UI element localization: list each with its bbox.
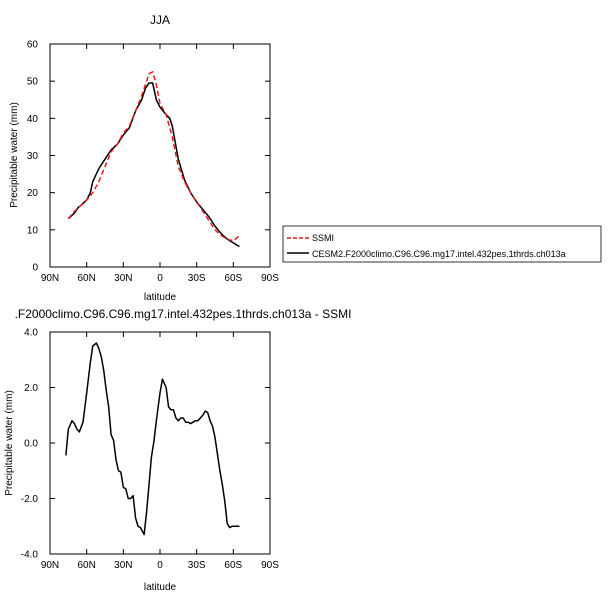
bottom-x-tick-label: 90S [261, 560, 279, 571]
bottom-y-tick-label: 2.0 [24, 383, 38, 394]
bottom-y-axis-label: Precipitable water (mm) [4, 390, 15, 496]
bottom-panel: .F2000climo.C96.C96.mg17.intel.432pes.1t… [4, 307, 351, 593]
bottom-x-axis-label: latitude [144, 582, 177, 593]
bottom-x-tick-label: 60N [77, 560, 95, 571]
bottom-x-tick-label: 0 [157, 560, 163, 571]
top-y-tick-label: 40 [27, 114, 39, 125]
bottom-x-tick-label: 30S [188, 560, 206, 571]
bottom-x-tick-label: 90N [41, 560, 59, 571]
top-plot-frame [49, 43, 271, 268]
top-chart-title: JJA [150, 13, 170, 27]
top-y-tick-label: 60 [27, 40, 39, 51]
bottom-y-tick-label: 4.0 [24, 328, 38, 339]
bottom-y-tick-label: -2.0 [21, 494, 39, 505]
top-series-lines [67, 71, 240, 248]
top-y-tick-label: 0 [32, 263, 38, 274]
legend-box [282, 225, 602, 263]
top-x-tick-label: 30S [188, 273, 206, 284]
top-y-tick-label: 50 [27, 77, 39, 88]
top-y-tick-label: 20 [27, 188, 39, 199]
top-x-tick-label: 60N [77, 273, 95, 284]
top-x-axis-label: latitude [144, 292, 177, 303]
bottom-axis-ticks: 90N 60N 30N 0 30S 60S 90S -4.0 -2.0 0.0 2.0 4.0 [21, 328, 279, 572]
top-x-tick-label: 60S [224, 273, 242, 284]
bottom-plot-frame [49, 331, 271, 555]
top-series-line-0 [67, 71, 240, 242]
top-series-line-1 [67, 82, 240, 248]
legend-model-label: CESM2.F2000climo.C96.C96.mg17.intel.432p… [312, 249, 566, 259]
bottom-chart-title: .F2000climo.C96.C96.mg17.intel.432pes.1t… [15, 307, 352, 321]
legend-ssmi-label: SSMI [312, 233, 334, 243]
bottom-x-tick-label: 30N [114, 560, 132, 571]
bottom-series-line-0 [65, 342, 240, 536]
top-x-tick-label: 0 [157, 273, 163, 284]
top-panel: JJA Precipitable water (mm) latitude 90N… [9, 13, 279, 303]
top-axis-ticks: 90N 60N 30N 0 30S 60S 90S 0 10 20 30 40 50 60 [27, 40, 279, 285]
top-y-axis-label: Precipitable water (mm) [9, 102, 20, 208]
top-y-tick-label: 10 [27, 225, 39, 236]
bottom-y-tick-label: 0.0 [24, 439, 38, 450]
top-x-tick-label: 90N [41, 273, 59, 284]
top-y-tick-label: 30 [27, 151, 39, 162]
top-x-tick-label: 30N [114, 273, 132, 284]
legend: SSMI CESM2.F2000climo.C96.C96.mg17.intel… [282, 225, 602, 263]
bottom-y-tick-label: -4.0 [21, 550, 39, 561]
bottom-x-tick-label: 60S [224, 560, 242, 571]
bottom-series-lines [65, 342, 240, 536]
top-x-tick-label: 90S [261, 273, 279, 284]
